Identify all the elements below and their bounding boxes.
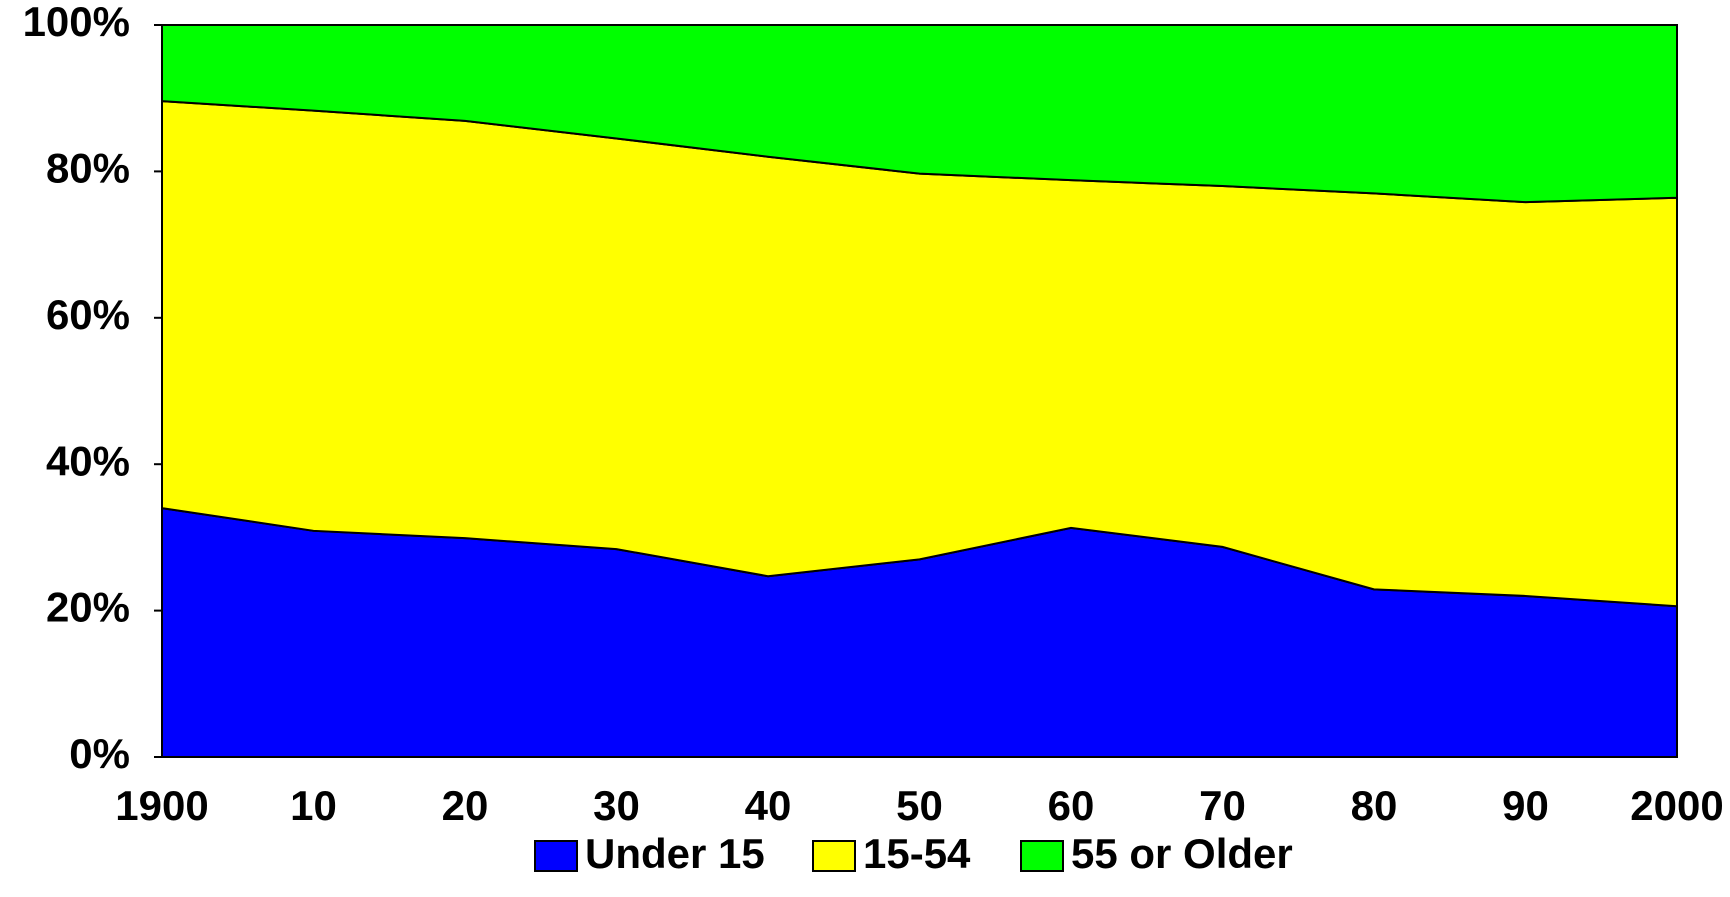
legend-swatch [1020, 840, 1064, 872]
x-tick-label: 2000 [1630, 782, 1723, 829]
y-tick-label: 60% [46, 291, 130, 338]
y-tick-label: 100% [23, 0, 130, 45]
y-tick-label: 20% [46, 584, 130, 631]
x-tick-label: 30 [593, 782, 640, 829]
x-tick-label: 60 [1048, 782, 1095, 829]
x-tick-label: 20 [442, 782, 489, 829]
x-tick-label: 90 [1502, 782, 1549, 829]
y-tick-label: 40% [46, 437, 130, 484]
legend-swatch [534, 840, 578, 872]
x-tick-label: 50 [896, 782, 943, 829]
legend-label: 15-54 [863, 830, 971, 877]
x-tick-label: 40 [745, 782, 792, 829]
x-tick-label: 80 [1351, 782, 1398, 829]
x-tick-label: 1900 [115, 782, 208, 829]
x-tick-label: 10 [290, 782, 337, 829]
legend-label: Under 15 [585, 830, 765, 877]
plot-frame [161, 24, 1678, 758]
y-tick-label: 0% [69, 730, 130, 777]
y-tick-label: 80% [46, 144, 130, 191]
legend-label: 55 or Older [1071, 830, 1293, 877]
legend-swatch [812, 840, 856, 872]
x-tick-label: 70 [1199, 782, 1246, 829]
